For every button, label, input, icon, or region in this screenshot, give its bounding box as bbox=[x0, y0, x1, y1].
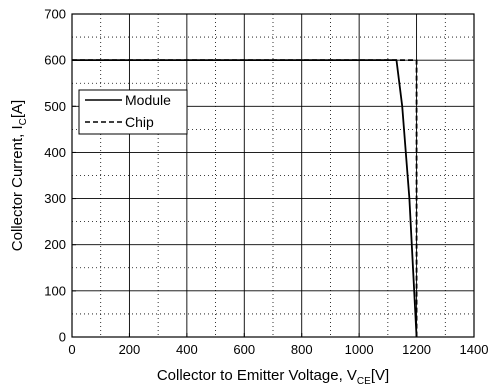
y-tick-label: 300 bbox=[44, 191, 66, 206]
legend: Module Chip bbox=[78, 89, 188, 135]
y-tick-label: 200 bbox=[44, 237, 66, 252]
x-tick-label: 1200 bbox=[402, 342, 431, 357]
y-tick-label: 600 bbox=[44, 53, 66, 68]
legend-label-chip: Chip bbox=[125, 114, 154, 130]
x-axis-label-sub: CE bbox=[357, 376, 371, 387]
plot-frame bbox=[71, 13, 475, 338]
x-tick-label: 1000 bbox=[345, 342, 374, 357]
minor-grid bbox=[72, 14, 474, 337]
y-tick-label: 100 bbox=[44, 283, 66, 298]
x-tick-label: 200 bbox=[119, 342, 141, 357]
x-tick-label: 1400 bbox=[460, 342, 489, 357]
ticks-group: 0 200 400 600 800 1000 1200 1400 0 100 200 300 400 50… bbox=[44, 7, 488, 358]
y-tick-label: 400 bbox=[44, 145, 66, 160]
x-axis-label-main: Collector to Emitter Voltage, V bbox=[157, 367, 357, 384]
x-tick-label: 600 bbox=[233, 342, 255, 357]
series-line-chip bbox=[72, 59, 418, 337]
x-tick-label: 800 bbox=[291, 342, 313, 357]
y-axis-label: Collector Current, IC[A] bbox=[9, 100, 29, 251]
x-tick-label: 0 bbox=[68, 342, 75, 357]
y-tick-label: 500 bbox=[44, 99, 66, 114]
legend-label-module: Module bbox=[125, 92, 171, 108]
x-tick-label: 400 bbox=[176, 342, 198, 357]
legend-box bbox=[78, 89, 188, 135]
series-group bbox=[72, 59, 418, 338]
x-axis-label: Collector to Emitter Voltage, VCE[V] bbox=[157, 367, 389, 387]
y-axis-label-main: Collector Current, I bbox=[9, 125, 26, 251]
y-axis-label-unit: [A] bbox=[9, 100, 26, 118]
y-axis-label-sub: C bbox=[18, 118, 29, 125]
x-axis-label-unit: [V] bbox=[371, 367, 389, 384]
y-tick-label: 0 bbox=[59, 330, 66, 345]
y-tick-label: 700 bbox=[44, 7, 66, 22]
